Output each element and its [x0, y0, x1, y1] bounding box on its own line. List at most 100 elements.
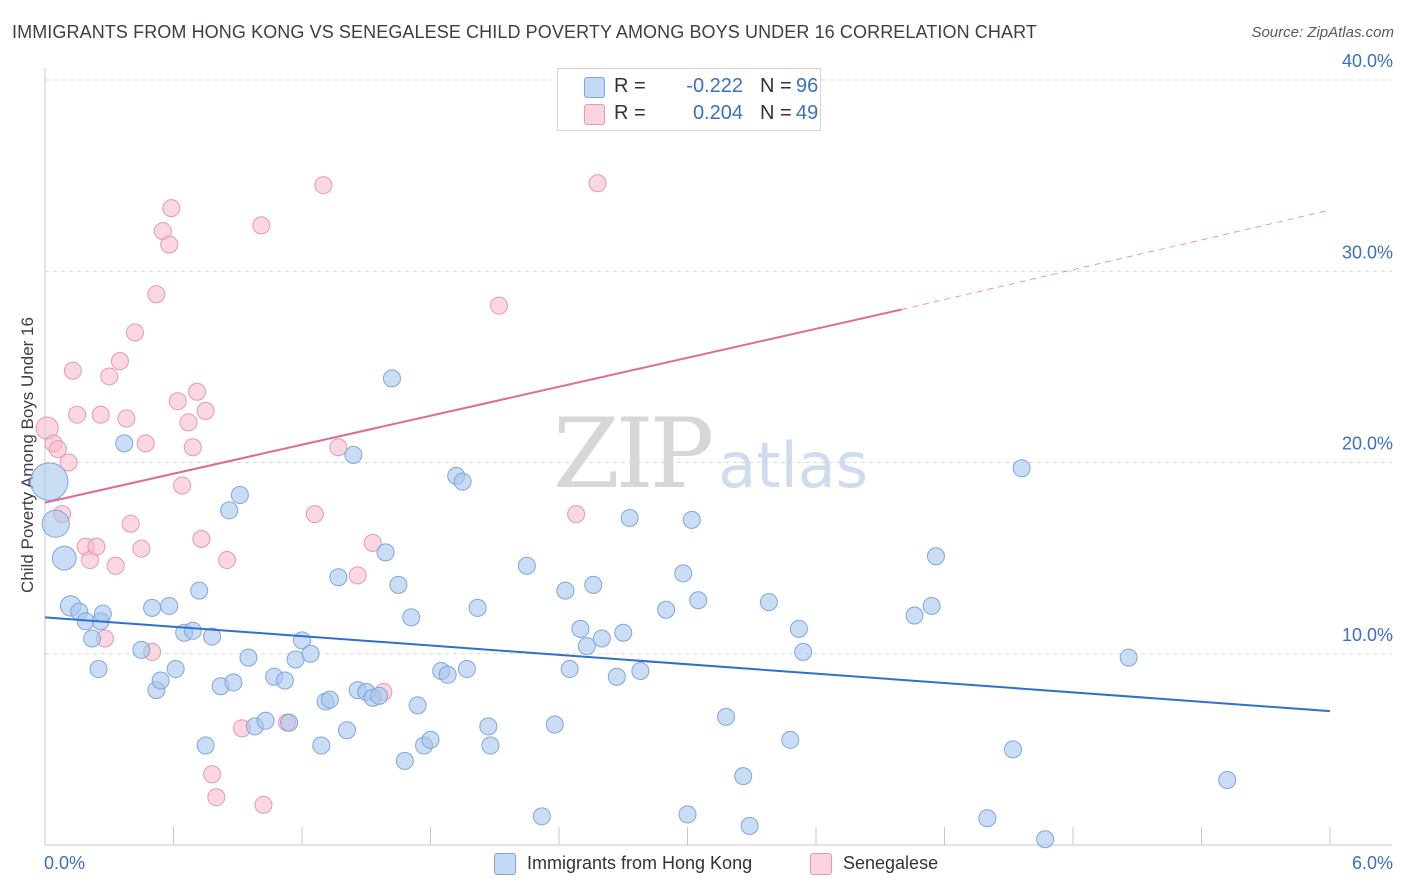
trend-extension-senegalese [901, 209, 1331, 310]
point-senegalese [490, 296, 509, 315]
trend-line-senegalese [44, 308, 902, 504]
legend-swatch-pink [584, 104, 605, 125]
point-senegalese [207, 788, 226, 807]
point-senegalese [106, 556, 125, 575]
point-hong-kong [196, 736, 215, 755]
legend-r-label: R = [614, 102, 646, 124]
point-senegalese [173, 476, 192, 495]
point-hong-kong [457, 660, 476, 679]
point-hong-kong [280, 713, 299, 732]
point-hong-kong [115, 434, 134, 453]
legend-n-label: N = [760, 102, 792, 124]
point-hong-kong [577, 637, 596, 656]
point-senegalese [254, 795, 273, 814]
point-hong-kong [453, 472, 472, 491]
point-hong-kong [402, 608, 421, 627]
point-hong-kong [674, 564, 693, 583]
point-hong-kong [41, 509, 70, 538]
trend-line-hong-kong [44, 616, 1331, 713]
point-hong-kong [151, 671, 170, 690]
point-senegalese [87, 537, 106, 556]
point-hong-kong [183, 621, 202, 640]
point-hong-kong [1218, 770, 1237, 789]
point-hong-kong [794, 642, 813, 661]
point-hong-kong [545, 715, 564, 734]
point-hong-kong [789, 619, 808, 638]
point-hong-kong [571, 619, 590, 638]
point-hong-kong [517, 556, 536, 575]
point-hong-kong [329, 568, 348, 587]
point-hong-kong [682, 510, 701, 529]
point-hong-kong [905, 606, 924, 625]
point-hong-kong [759, 593, 778, 612]
point-senegalese [203, 765, 222, 784]
watermark-zip: ZIP [553, 398, 714, 510]
watermark-atlas: atlas [718, 429, 869, 502]
point-hong-kong [438, 665, 457, 684]
point-hong-kong [479, 717, 498, 736]
point-hong-kong [220, 501, 239, 520]
point-senegalese [162, 199, 181, 218]
grid-lines [45, 79, 1392, 655]
point-hong-kong [556, 581, 575, 600]
source-credit: Source: ZipAtlas.com [1251, 24, 1394, 41]
point-hong-kong [344, 445, 363, 464]
point-senegalese [68, 405, 87, 424]
point-senegalese [188, 382, 207, 401]
legend-swatch-pink [810, 853, 832, 875]
point-senegalese [218, 551, 237, 570]
point-hong-kong [408, 696, 427, 715]
tick-labels: 10.0% 20.0% 30.0% 40.0% 0.0% 6.0% [44, 51, 1393, 873]
correlation-legend: R = -0.222 N = 96 R = 0.204 N = 49 [557, 68, 821, 131]
x-tick-label-min: 0.0% [44, 853, 85, 873]
point-hong-kong [190, 581, 209, 600]
point-senegalese [48, 440, 67, 459]
legend-swatch-blue [494, 853, 516, 875]
point-hong-kong [740, 816, 759, 835]
chart-title: IMMIGRANTS FROM HONG KONG VS SENEGALESE … [12, 22, 1037, 42]
legend-swatch-blue [584, 77, 605, 98]
point-hong-kong [678, 805, 697, 824]
point-hong-kong [560, 660, 579, 679]
point-senegalese [121, 514, 140, 533]
point-hong-kong [382, 369, 401, 388]
point-hong-kong [1119, 648, 1138, 667]
point-hong-kong [376, 543, 395, 562]
point-hong-kong [734, 767, 753, 786]
point-hong-kong [93, 604, 112, 623]
point-hong-kong [312, 736, 331, 755]
point-hong-kong [1036, 830, 1055, 849]
y-tick-label: 40.0% [1342, 51, 1393, 71]
point-senegalese [179, 413, 198, 432]
point-senegalese [132, 539, 151, 558]
x-tick-label-max: 6.0% [1352, 853, 1393, 873]
y-tick-label: 30.0% [1342, 242, 1393, 262]
legend-label-senegalese: Senegalese [843, 853, 939, 873]
point-hong-kong [320, 690, 339, 709]
point-hong-kong [657, 600, 676, 619]
point-hong-kong [51, 545, 77, 571]
point-senegalese [147, 285, 166, 304]
trend-lines [44, 209, 1331, 713]
point-hong-kong [922, 596, 941, 615]
legend-r-label: R = [614, 75, 646, 97]
point-senegalese [110, 352, 129, 371]
point-senegalese [63, 361, 82, 380]
point-senegalese [329, 438, 348, 457]
legend-n-label: N = [760, 75, 792, 97]
point-senegalese [196, 401, 215, 420]
point-hong-kong [230, 486, 249, 505]
point-senegalese [183, 438, 202, 457]
point-hong-kong [481, 736, 500, 755]
point-senegalese [252, 216, 271, 235]
point-hong-kong [1004, 740, 1023, 759]
point-senegalese [59, 453, 78, 472]
point-hong-kong [89, 660, 108, 679]
legend-n-value: 49 [796, 102, 819, 124]
point-senegalese [363, 533, 382, 552]
point-hong-kong [584, 575, 603, 594]
point-senegalese [314, 176, 333, 195]
point-hong-kong [631, 661, 650, 680]
point-hong-kong [275, 671, 294, 690]
